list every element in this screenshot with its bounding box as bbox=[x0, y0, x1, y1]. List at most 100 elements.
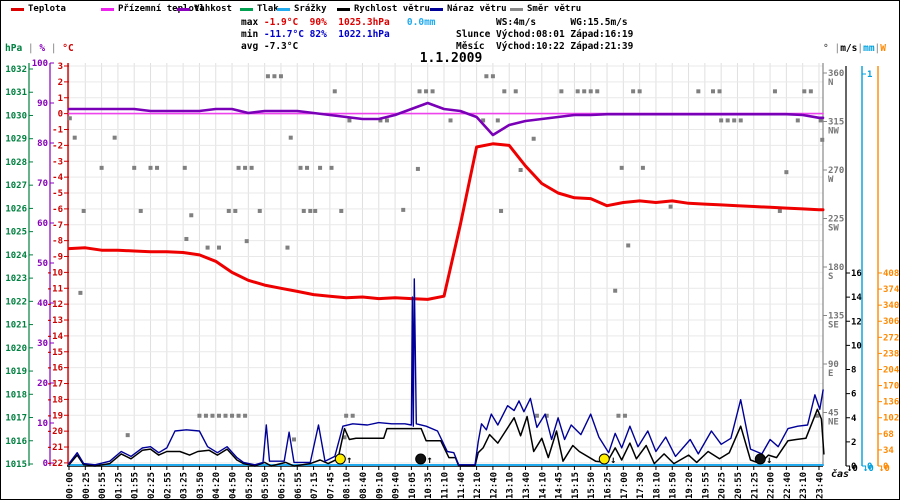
axis-tick-label: -19 bbox=[47, 411, 63, 421]
time-tick-label: 07:15 bbox=[310, 472, 320, 499]
time-tick-label: 19:20 bbox=[685, 472, 695, 499]
legend: Teplota Přízemní teplota Vlhkost Tlak Srážky… bbox=[1, 4, 899, 16]
series-teplota bbox=[67, 142, 825, 301]
axis-tick-label: SW bbox=[828, 224, 839, 234]
legend-label: Rychlost větru bbox=[354, 4, 430, 14]
time-tick-label: 06:55 bbox=[294, 472, 304, 499]
axis-tick-label: 1025 bbox=[5, 228, 27, 238]
axis-tick-label: 135 bbox=[828, 312, 844, 322]
axis-tick-label: 68 bbox=[883, 430, 894, 440]
right-axis-headers: ° |m/s|mm|W bbox=[823, 43, 886, 54]
time-tick-label: 04:20 bbox=[212, 472, 222, 499]
axis-tick-label: 102 bbox=[883, 414, 899, 424]
time-tick-label: 03:50 bbox=[196, 472, 206, 499]
axis-tick-label: 45 bbox=[828, 409, 839, 419]
time-axis: 00:00 00:25 00:55 01:25 01:55 02:25 02:55 03:25… bbox=[66, 464, 890, 499]
axis-tick-label: 1022 bbox=[5, 297, 27, 307]
axis-tick-label: 136 bbox=[883, 398, 899, 408]
stat-value bbox=[456, 17, 496, 28]
stat-value: Slunce bbox=[456, 29, 497, 40]
axis-tick-label: 1018 bbox=[5, 390, 27, 400]
mm-axis-header: mm bbox=[863, 43, 875, 54]
time-tick-label: 13:40 bbox=[522, 472, 532, 499]
time-tick-label: 20:25 bbox=[718, 472, 728, 499]
series-rychlost-vetru bbox=[68, 408, 825, 467]
axis-tick-label: 306 bbox=[883, 317, 899, 327]
axis-tick-label: 3 bbox=[58, 62, 63, 72]
stat-value: min bbox=[241, 29, 264, 40]
axis-tick-label: 180 bbox=[828, 263, 844, 273]
stats-right-row: Slunce Východ:08:01 Západ:16:19 bbox=[456, 29, 633, 41]
axis-tick-label: -18 bbox=[47, 395, 63, 405]
stat-value: 1022.1hPa bbox=[338, 29, 390, 40]
stat-value: 90% bbox=[309, 17, 339, 28]
axis-tick-label: 34 bbox=[883, 446, 894, 456]
ms-axis-header: m/s bbox=[840, 43, 858, 54]
legend-label: Směr větru bbox=[527, 4, 582, 14]
legend-swatch bbox=[240, 7, 253, 11]
axis-tick-label: 238 bbox=[883, 349, 899, 359]
axis-tick-label: -5 bbox=[52, 189, 63, 199]
time-tick-label: 17:00 bbox=[620, 472, 630, 499]
axis-tick-label: S bbox=[828, 272, 833, 282]
axis-tick-label: -15 bbox=[47, 348, 63, 358]
legend-swatch bbox=[101, 7, 114, 11]
axis-tick-label: W bbox=[828, 175, 834, 185]
axis-tick-label: -12 bbox=[47, 300, 63, 310]
time-tick-label: 10:05 bbox=[408, 472, 418, 499]
percent-axis-header: % bbox=[39, 43, 46, 54]
time-tick-label: 19:55 bbox=[701, 472, 711, 499]
moonrise-up-arrow-icon: ↑ bbox=[427, 455, 433, 466]
time-tick-label: 02:25 bbox=[147, 472, 157, 499]
axis-tick-label: 1029 bbox=[5, 135, 27, 145]
time-tick-label: 16:25 bbox=[604, 472, 614, 499]
axis-tick-label: 204 bbox=[883, 365, 900, 375]
axis-tick-label: 340 bbox=[883, 301, 899, 311]
legend-label: Srážky bbox=[294, 4, 327, 14]
series-smer-vetru bbox=[67, 74, 825, 442]
time-tick-label: 18:10 bbox=[652, 472, 662, 499]
axis-tick-label: NE bbox=[828, 418, 839, 428]
axis-zero-label: ↓0 bbox=[863, 464, 874, 474]
moonrise-marker bbox=[415, 453, 427, 465]
stats-summary-right: WS:4m/s WG:15.5m/s Slunce Východ:08:01 Zá… bbox=[456, 17, 633, 53]
left-axes: 1032103110301029102810271026102510241023… bbox=[5, 59, 69, 470]
time-tick-label: 12:40 bbox=[489, 472, 499, 499]
time-tick-label: 20:55 bbox=[734, 472, 744, 499]
axis-tick-label: 1027 bbox=[5, 181, 27, 191]
time-tick-label: 01:25 bbox=[114, 472, 124, 499]
axis-tick-label: 1024 bbox=[5, 251, 27, 261]
legend-swatch bbox=[11, 7, 24, 11]
legend-swatch bbox=[177, 7, 190, 11]
time-tick-label: 21:25 bbox=[750, 472, 760, 499]
time-tick-label: 05:20 bbox=[245, 472, 255, 499]
legend-label: Náraz větru bbox=[447, 4, 507, 14]
stat-value: -7.3°C bbox=[263, 41, 299, 52]
axis-tick-label: 50 bbox=[37, 259, 48, 269]
stat-value: 1025.3hPa bbox=[338, 17, 407, 28]
axis-tick-label: 60 bbox=[37, 219, 48, 229]
axis-tick-label: 1 bbox=[867, 70, 872, 80]
stat-value: -1.9°C bbox=[263, 17, 310, 28]
axis-tick-label: 1026 bbox=[5, 204, 27, 214]
axis-tick-label: 270 bbox=[828, 166, 844, 176]
legend-item-n-raz-v-tru: Náraz větru bbox=[430, 4, 507, 14]
degree-axis-header: ° bbox=[823, 43, 829, 54]
sunrise-up-arrow-icon: ↑ bbox=[346, 455, 352, 466]
sunrise-marker bbox=[334, 453, 346, 465]
legend-swatch bbox=[510, 7, 523, 11]
right-axes: 360N315NW270W225SW180S135SE90E45NE161412… bbox=[822, 63, 900, 472]
axis-tick-label: 408 bbox=[883, 269, 899, 279]
legend-label: Teplota bbox=[28, 4, 66, 14]
axis-tick-label: 20 bbox=[37, 379, 48, 389]
axis-tick-label: 1020 bbox=[5, 344, 27, 354]
time-tick-label: 08:40 bbox=[359, 472, 369, 499]
legend-swatch bbox=[430, 7, 443, 11]
axis-tick-label: 1028 bbox=[5, 158, 27, 168]
watt-axis-header: W bbox=[880, 43, 887, 54]
time-tick-label: 06:25 bbox=[277, 472, 287, 499]
stats-left-row: min -11.7°C 82% 1022.1hPa bbox=[241, 29, 436, 41]
axis-tick-label: 90 bbox=[37, 99, 48, 109]
axis-tick-label: -8 bbox=[52, 237, 63, 247]
